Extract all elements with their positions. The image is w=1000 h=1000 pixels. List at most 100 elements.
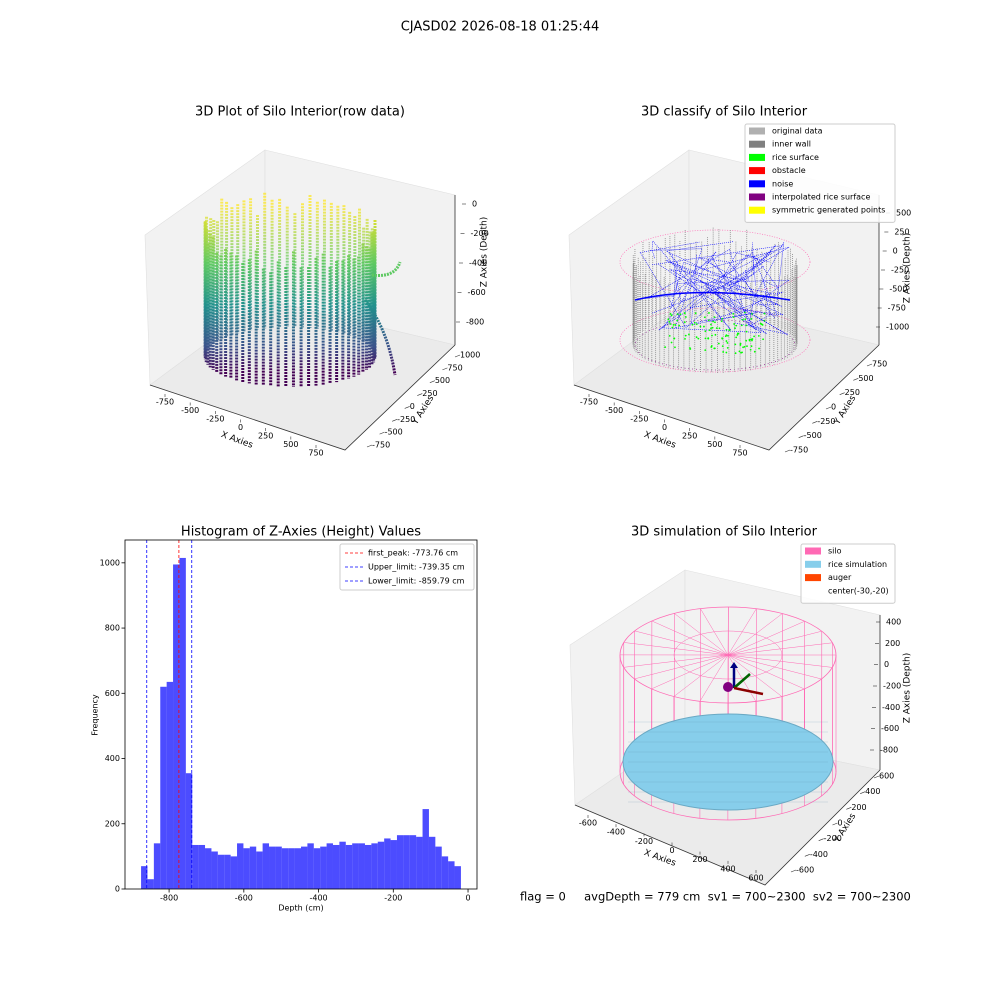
y-tick-label: 400 — [865, 787, 880, 796]
rice-point — [761, 324, 764, 326]
y-axis-label: Y Axies — [832, 812, 858, 846]
auger-arrow — [733, 686, 764, 696]
rice-point — [725, 351, 728, 354]
rice-point — [704, 337, 707, 340]
rice-point — [735, 336, 738, 339]
rice-point — [744, 318, 747, 321]
x-axis-label: X Axies — [642, 430, 677, 451]
rice-point — [748, 339, 751, 342]
y-tick-label: -500 — [385, 428, 403, 437]
hist-bar — [313, 848, 321, 889]
x-tick-label: -400 — [309, 894, 327, 903]
hist-bar — [160, 686, 167, 889]
rice-point — [743, 311, 746, 314]
y-tick-label: 0 — [115, 885, 120, 894]
rice-point — [693, 321, 696, 324]
y-tick-label: 200 — [851, 803, 866, 812]
y-tick-label: -500 — [804, 431, 822, 440]
x-tick-label: -600 — [579, 819, 597, 828]
legend-label: obstacle — [772, 166, 806, 175]
rice-point — [739, 342, 742, 345]
rice-point — [683, 321, 686, 324]
z-axis-label: Z Axies (Depth) — [480, 217, 490, 288]
y-tick-mark — [804, 854, 810, 857]
z-tick-label: 0 — [884, 660, 889, 669]
legend-label: rice surface — [772, 153, 819, 162]
rice-point — [713, 347, 716, 350]
rice-point — [732, 313, 735, 315]
hist-bar — [224, 854, 231, 889]
legend-label: silo — [828, 547, 842, 556]
z-tick-label: -800 — [466, 318, 484, 327]
y-tick-mark — [846, 807, 852, 810]
legend-swatch — [749, 140, 765, 148]
rice-point — [669, 323, 672, 325]
rice-point — [722, 351, 725, 353]
rice-point — [721, 345, 724, 347]
y-tick-label: -200 — [824, 834, 842, 843]
y-tick-mark — [366, 444, 373, 448]
hist-bar — [198, 844, 206, 889]
y-tick-label: 250 — [422, 389, 437, 398]
rice-point — [740, 351, 742, 354]
legend-box — [339, 543, 475, 591]
z-tick-label: -200 — [883, 682, 901, 691]
legend-label: rice simulation — [828, 560, 887, 569]
rice-point — [721, 317, 724, 320]
plot-title: 3D classify of Silo Interior — [641, 105, 808, 120]
rice-point — [695, 323, 698, 326]
noise-trace — [657, 251, 763, 333]
x-axis-label: X Axies — [219, 430, 254, 451]
rice-point — [745, 324, 748, 327]
rice-point — [715, 327, 718, 330]
plot-title: Histogram of Z-Axies (Height) Values — [181, 525, 421, 540]
hist-bar — [147, 879, 154, 889]
y-tick-mark — [798, 435, 804, 438]
noise-trace — [671, 246, 790, 302]
silo-outline — [619, 229, 811, 295]
rice-point — [683, 312, 686, 314]
rice-point — [714, 333, 717, 336]
noise-trace — [748, 242, 785, 326]
z-tick-label: -400 — [882, 703, 900, 712]
rice-point — [740, 324, 743, 327]
rice-point — [711, 326, 714, 329]
hist-bar — [377, 841, 385, 889]
y-tick-label: 600 — [879, 772, 894, 781]
rice-point — [712, 320, 714, 323]
hist-bar — [332, 844, 340, 889]
rice-point — [670, 341, 673, 344]
rice-point — [742, 346, 744, 349]
legend-label: inner wall — [772, 140, 811, 149]
hist-bar — [192, 844, 199, 889]
hist-bar — [345, 844, 353, 889]
rice-point — [678, 324, 681, 327]
z-tick-label: -600 — [881, 724, 899, 733]
legend-swatch — [749, 193, 765, 201]
rice-point — [739, 344, 742, 346]
hist-bar — [307, 843, 314, 889]
plot-title: 3D Plot of Silo Interior(row data) — [195, 105, 405, 120]
rice-point — [726, 342, 729, 344]
rice-point — [736, 334, 739, 336]
x-tick-label: 200 — [692, 855, 707, 864]
y-tick-label: 250 — [845, 388, 860, 397]
rice-point — [745, 339, 748, 342]
rice-point — [664, 346, 667, 349]
y-tick-label: -250 — [397, 415, 415, 424]
y-tick-label: 800 — [105, 624, 120, 633]
rice-point — [707, 319, 710, 322]
x-tick-label: -250 — [630, 415, 648, 424]
noise-trace — [676, 279, 791, 314]
z-tick-label: -750 — [888, 304, 906, 313]
hist-bar — [371, 843, 378, 889]
legend-label: first_peak: -773.76 cm — [368, 549, 458, 558]
z-tick-label: 500 — [896, 209, 911, 218]
legend-swatch — [749, 167, 765, 175]
hist-bar — [384, 838, 391, 889]
axis-line — [149, 344, 456, 451]
rice-point — [713, 316, 716, 319]
hist-bar — [301, 846, 308, 889]
legend-swatch — [805, 560, 821, 568]
